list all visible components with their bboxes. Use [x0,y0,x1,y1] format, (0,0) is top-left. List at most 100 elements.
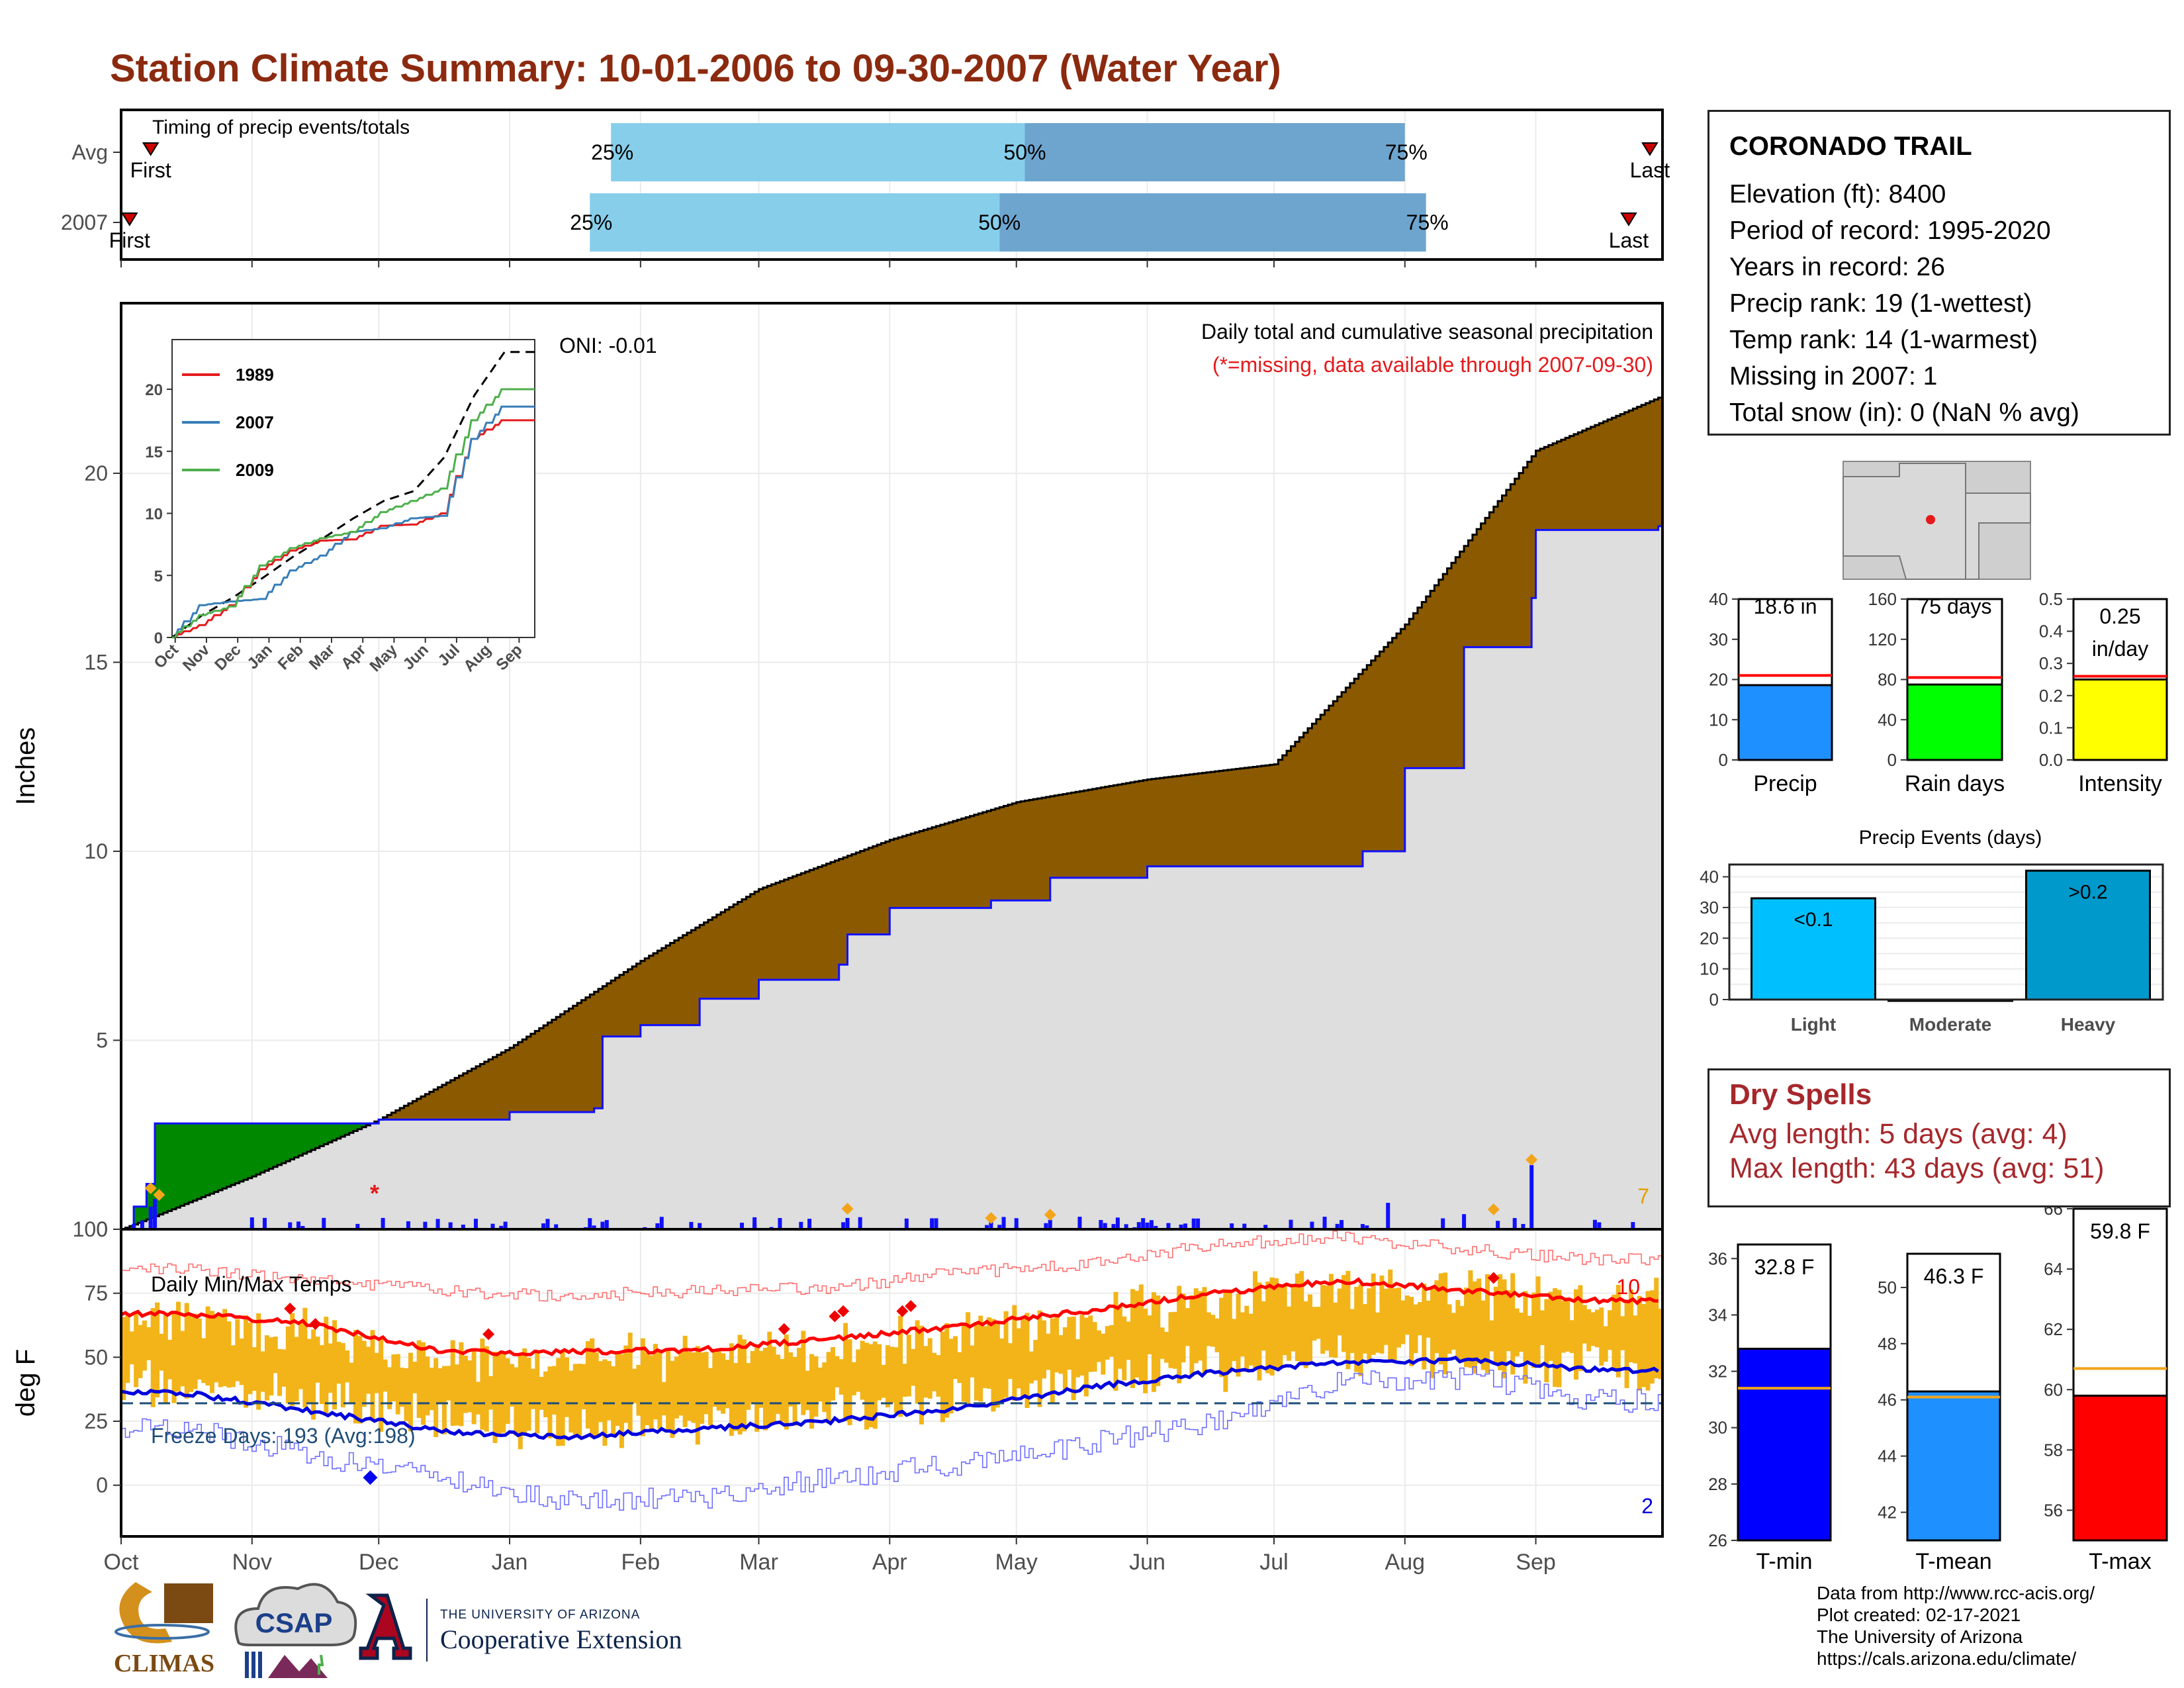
daily-temp-bar [1227,1290,1232,1374]
daily-temp-bar [214,1316,219,1383]
event-diamond [144,1182,157,1194]
last-label: Last [1630,158,1670,182]
daily-temp-bar [1003,1311,1009,1398]
dry-spells-title: Dry Spells [1729,1078,1872,1111]
daily-temp-bar [877,1344,882,1401]
temp-summary-y-tick-label: 48 [1878,1334,1897,1354]
daily-temp-bar [1498,1274,1503,1370]
years-text: Years in record: 26 [1729,253,1945,281]
daily-precip-bar [997,1225,1002,1229]
event-bar [2025,869,2151,1001]
daily-temp-bar [721,1353,726,1414]
daily-temp-bar [230,1345,236,1387]
daily-temp-bar [404,1368,409,1421]
daily-temp-bar [336,1341,341,1384]
daily-precip-bar [1289,1219,1293,1229]
daily-temp-bar [1637,1295,1642,1391]
daily-temp-bar [1028,1351,1034,1383]
daily-temp-bar [957,1352,962,1383]
daily-temp-bar [746,1363,751,1410]
temp-summary-bars: 32.8 F 26 28 30 32 34 36 T-min 46.3 F 42 44 46 48 50 T… [1708,1199,2168,1574]
daily-precip-bar [322,1217,326,1229]
daily-precip-bar [499,1225,504,1229]
daily-temp-bar [1493,1286,1498,1364]
daily-temp-bar [784,1335,789,1430]
daily-temp-bar [893,1347,899,1413]
daily-temp-bar [661,1382,666,1416]
summary-value-unit: in/day [2092,637,2148,661]
station-name: CORONADO TRAIL [1729,132,1972,161]
daily-precip-bar [1196,1218,1201,1229]
daily-precip-bar [1242,1223,1247,1229]
daily-temp-bar [1278,1285,1283,1369]
temp-summary-y-tick-label: 62 [2044,1319,2063,1339]
temp-summary-label: T-min [1756,1549,1813,1574]
month-tick-label: Jun [1129,1550,1165,1575]
temp-y-tick-label: 75 [84,1282,108,1305]
daily-precip-bar [1462,1214,1467,1229]
daily-temp-bar [1282,1286,1287,1356]
daily-precip-bar [659,1217,664,1229]
daily-temp-bar [970,1345,975,1378]
event-diamond [1525,1154,1538,1166]
inset-y-tick-label: 0 [154,630,163,647]
summary-y-tick-label: 0.4 [2039,622,2063,641]
summary-y-tick-label: 0.5 [2039,589,2063,609]
daily-temp-bar [1088,1315,1093,1372]
events-border [1728,863,2164,1001]
daily-precip-bar [588,1218,592,1229]
daily-temp-bar [142,1320,147,1371]
daily-temp-bar [1058,1335,1064,1374]
temp-summary-bar [1906,1390,2001,1542]
daily-temp-bar [167,1339,173,1380]
daily-precip-bar [799,1221,803,1229]
daily-precip-bar [1179,1224,1183,1229]
daily-temp-bar [1608,1310,1613,1350]
csap-bar-icon [251,1652,255,1678]
timing-p50-label: 50% [1003,140,1046,164]
daily-temp-bar [611,1366,616,1435]
record-high-line [121,1231,1662,1302]
daily-temp-bar [514,1367,519,1436]
daily-temp-bar [1147,1315,1152,1354]
first-label: First [109,228,150,252]
daily-temp-bar [1426,1300,1431,1338]
daily-temp-bar [1160,1327,1165,1359]
inset-legend-label: 1989 [236,365,274,385]
temp-summary-value: 46.3 F [1924,1264,1984,1288]
daily-temp-bar [860,1340,865,1400]
daily-precip-bar [1115,1217,1120,1229]
precip-y-tick-label: 5 [96,1028,108,1052]
daily-precip-bar [148,1221,153,1229]
daily-precip-bar [1230,1223,1234,1229]
inset-average-line [171,351,535,639]
daily-temp-bar [543,1371,549,1418]
daily-temp-bar [510,1364,515,1407]
daily-temp-bar [987,1317,992,1389]
daily-temp-bar [1464,1288,1469,1368]
daily-temp-bar [940,1331,945,1423]
summary-label: Precip [1753,771,1817,796]
daily-temp-bar [881,1364,886,1398]
daily-temp-bar [1037,1310,1042,1407]
temp-border [120,1228,1664,1538]
event-diamond [841,1203,854,1215]
daily-precip-bar [1077,1217,1082,1229]
daily-temp-bar [129,1331,134,1365]
daily-temp-bar [379,1339,384,1432]
daily-precip-bar [1631,1222,1635,1229]
daily-temp-bar [556,1358,561,1446]
daily-temp-bar [1510,1273,1516,1375]
daily-temp-bar [564,1357,569,1417]
daily-temp-bar [822,1362,827,1413]
daily-temp-bar [569,1370,574,1433]
events-y-tick-label: 40 [1700,867,1719,887]
daily-temp-bar [577,1364,582,1437]
daily-temp-bar [767,1331,772,1425]
daily-temp-bar [306,1338,312,1403]
record-high-diamond [837,1305,850,1317]
daily-temp-bar [1472,1281,1477,1374]
daily-temp-bar [885,1345,890,1408]
daily-temp-bar [1531,1292,1537,1368]
daily-precip-bar [1263,1225,1268,1229]
